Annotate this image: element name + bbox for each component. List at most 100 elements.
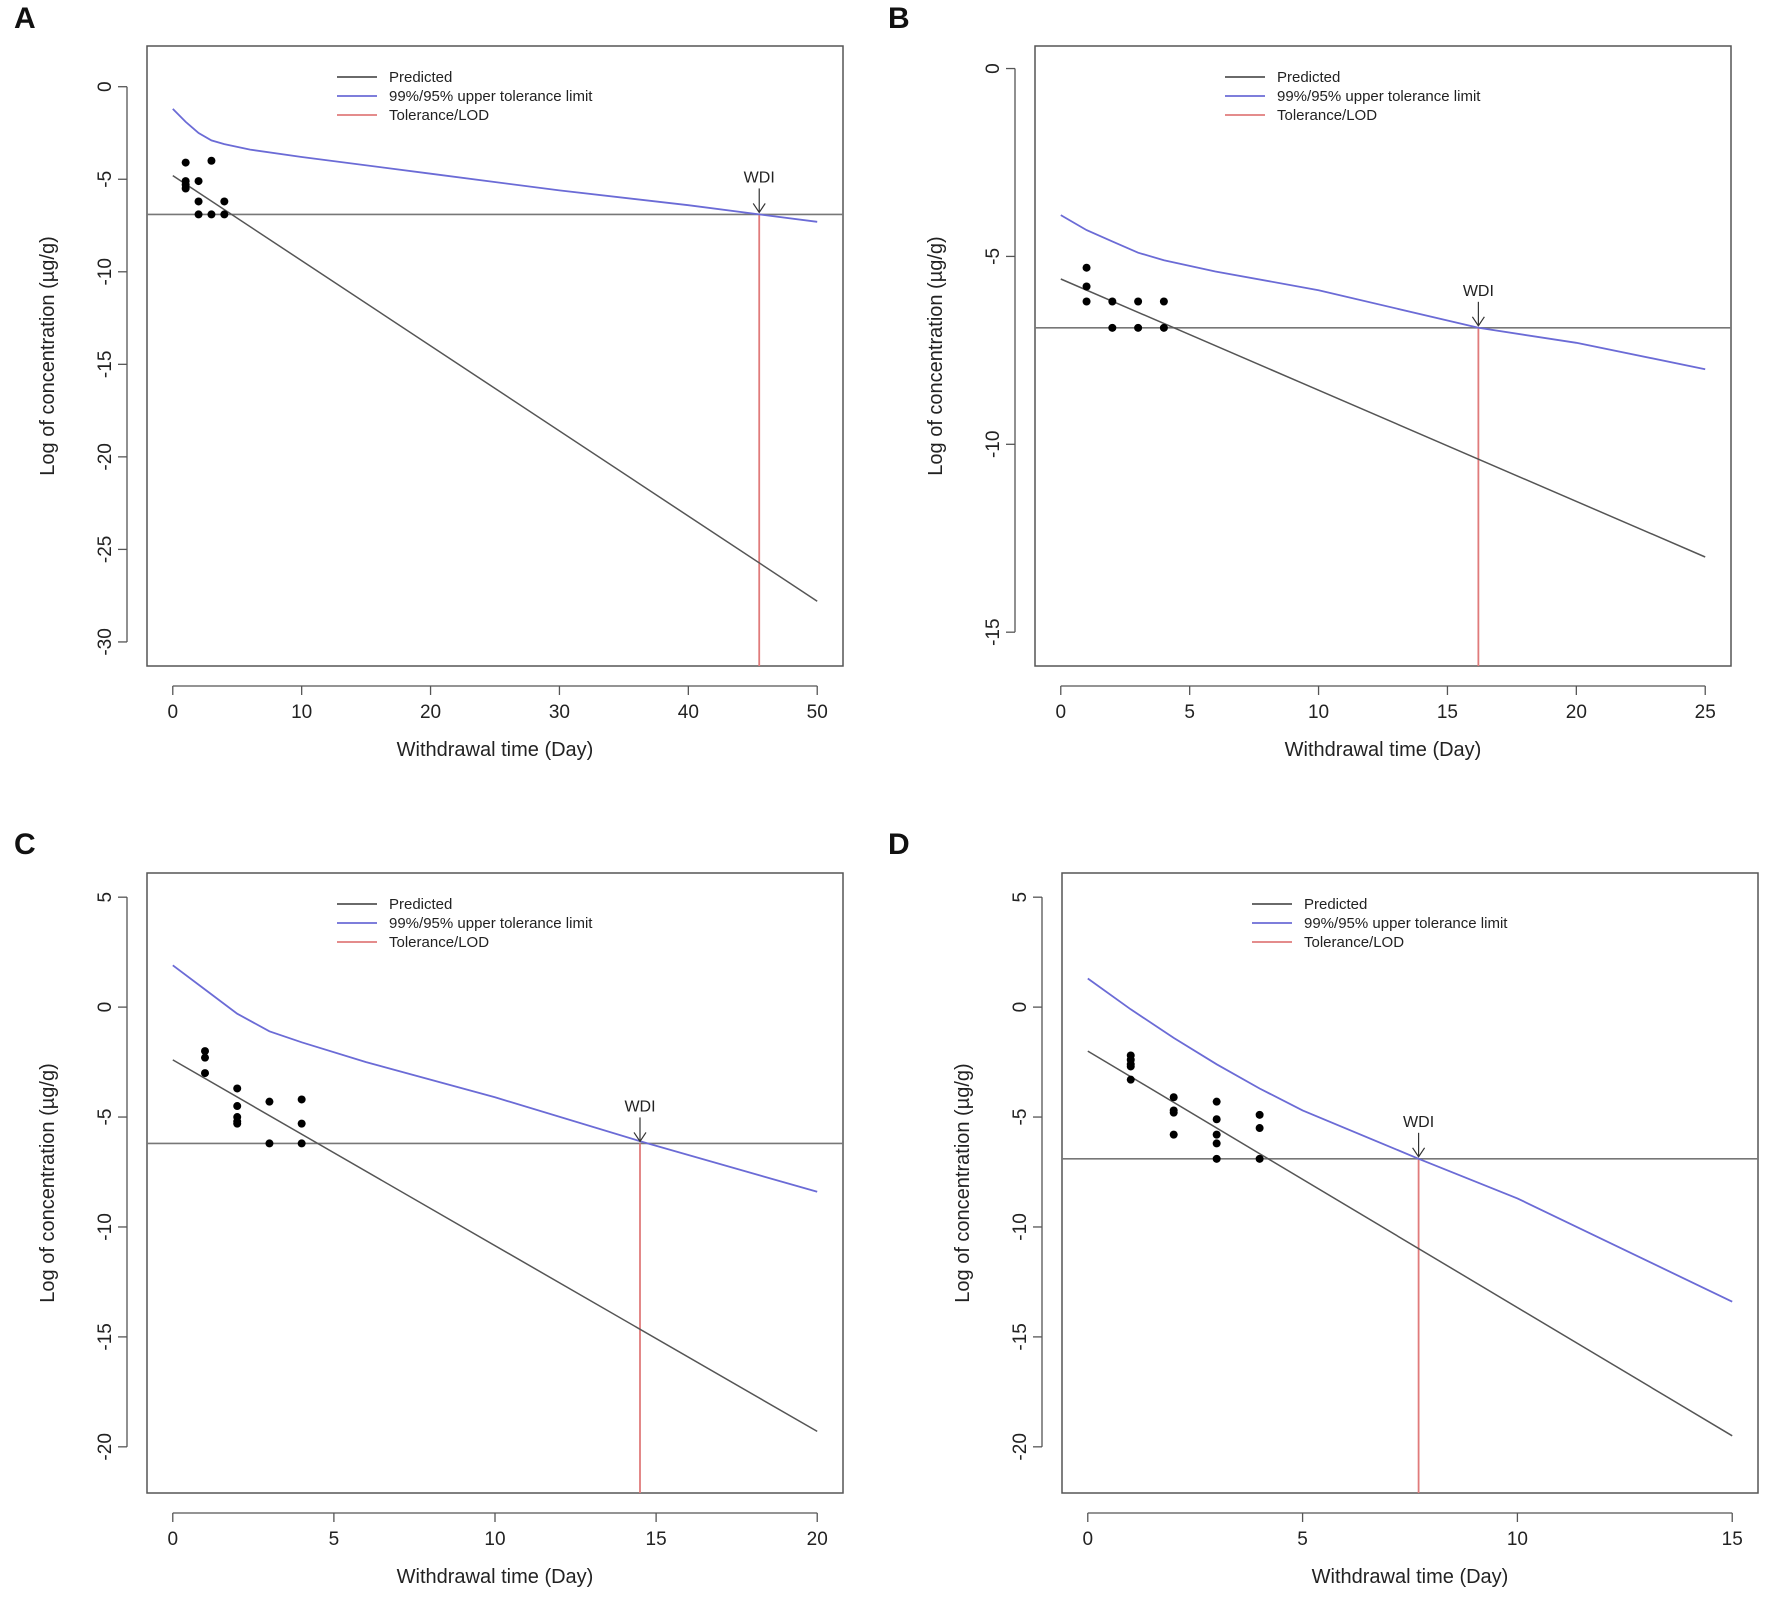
panel-label-c: C bbox=[14, 828, 36, 861]
data-point bbox=[297, 1095, 306, 1104]
y-tick-label: -10 bbox=[1010, 1213, 1031, 1240]
panel-b: 0 -5 -10 -15 0 5 10 15 20 25 Withdrawal time (Day)… bbox=[925, 45, 1732, 761]
data-point bbox=[1082, 263, 1091, 272]
data-point bbox=[1212, 1130, 1221, 1139]
x-tick-label: 50 bbox=[807, 702, 828, 723]
data-point bbox=[181, 158, 190, 167]
legend-label: Tolerance/LOD bbox=[1277, 107, 1377, 124]
x-axis-title: Withdrawal time (Day) bbox=[397, 1566, 594, 1588]
legend-label: 99%/95% upper tolerance limit bbox=[389, 915, 593, 932]
plot-area bbox=[1062, 977, 1758, 1493]
panel-c: 5 0 -5 -10 -15 -20 0 5 10 15 20 Withdrawal time (Da… bbox=[37, 872, 844, 1588]
x-tick-label: 0 bbox=[167, 702, 178, 723]
y-tick-label: -15 bbox=[983, 618, 1004, 645]
y-axis: 0 -5 -10 -15 bbox=[983, 63, 1016, 646]
y-tick-label: 0 bbox=[983, 63, 1004, 74]
data-point bbox=[1134, 297, 1143, 306]
data-point bbox=[1255, 1124, 1264, 1133]
x-tick-label: 0 bbox=[1082, 1529, 1093, 1550]
data-point bbox=[220, 197, 229, 206]
plot-frame bbox=[146, 45, 844, 667]
y-tick-label: -10 bbox=[95, 1213, 116, 1240]
y-axis-title: Log of concentration (µg/g) bbox=[925, 236, 947, 475]
x-tick-label: 10 bbox=[484, 1529, 505, 1550]
legend: Predicted 99%/95% upper tolerance limit To… bbox=[1252, 896, 1508, 951]
data-point bbox=[201, 1053, 209, 1062]
data-point bbox=[1169, 1130, 1178, 1139]
y-axis: 5 0 -5 -10 -15 -20 bbox=[1010, 892, 1043, 1461]
panel-label-a: A bbox=[14, 2, 36, 35]
panel-d: 5 0 -5 -10 -15 -20 0 5 10 15 Withdrawal time (Day)… bbox=[952, 872, 1759, 1588]
legend-label: 99%/95% upper tolerance limit bbox=[1304, 915, 1508, 932]
wdi-arrow-head bbox=[1471, 316, 1485, 327]
panel-label-b: B bbox=[888, 2, 910, 35]
predicted-line bbox=[1060, 278, 1706, 558]
predicted-line bbox=[172, 1059, 818, 1433]
x-tick-label: 0 bbox=[167, 1529, 178, 1550]
data-point bbox=[1126, 1075, 1135, 1084]
upper-tolerance-line bbox=[172, 108, 818, 223]
wdi-arrow-head bbox=[752, 203, 766, 214]
y-tick-label: 5 bbox=[95, 892, 116, 903]
y-tick-label: -5 bbox=[95, 1109, 116, 1126]
y-tick-label: -5 bbox=[95, 171, 116, 188]
x-axis-title: Withdrawal time (Day) bbox=[1312, 1566, 1509, 1588]
x-axis-title: Withdrawal time (Day) bbox=[1285, 739, 1482, 761]
upper-tolerance-line bbox=[1060, 214, 1706, 371]
data-point bbox=[1082, 282, 1091, 291]
data-point bbox=[201, 1047, 209, 1056]
wdi-label: WDI bbox=[744, 169, 775, 186]
y-tick-label: -20 bbox=[1010, 1433, 1031, 1460]
data-point bbox=[194, 177, 203, 186]
data-point bbox=[220, 210, 229, 219]
x-axis-title: Withdrawal time (Day) bbox=[397, 739, 594, 761]
wdi-arrow-head bbox=[1412, 1147, 1426, 1158]
y-axis-title: Log of concentration (µg/g) bbox=[37, 1063, 59, 1302]
plot-frame bbox=[146, 872, 844, 1494]
x-axis: 0 10 20 30 40 50 bbox=[167, 685, 828, 723]
data-point bbox=[1212, 1154, 1221, 1163]
x-tick-label: 20 bbox=[807, 1529, 828, 1550]
data-point bbox=[194, 210, 203, 219]
y-tick-label: -30 bbox=[95, 628, 116, 655]
data-point bbox=[265, 1139, 274, 1148]
predicted-line bbox=[172, 174, 818, 602]
wdi-annotation: WDI bbox=[1403, 1114, 1434, 1158]
data-point bbox=[1212, 1097, 1221, 1106]
upper-tolerance-line bbox=[172, 964, 818, 1193]
data-point bbox=[233, 1084, 242, 1093]
panel-a: 0 -5 -10 -15 -20 -25 -30 0 10 20 30 40 50 Withdrawal … bbox=[37, 45, 844, 761]
panel-label-d: D bbox=[888, 828, 910, 861]
y-tick-label: -15 bbox=[1010, 1323, 1031, 1350]
data-point bbox=[1169, 1108, 1178, 1117]
data-point bbox=[1134, 323, 1143, 332]
predicted-line bbox=[1087, 1050, 1733, 1437]
x-tick-label: 10 bbox=[1308, 702, 1329, 723]
x-tick-label: 5 bbox=[1184, 702, 1195, 723]
legend-label: Tolerance/LOD bbox=[389, 934, 489, 951]
wdi-annotation: WDI bbox=[1463, 283, 1494, 327]
data-point bbox=[1255, 1154, 1264, 1163]
x-tick-label: 10 bbox=[1507, 1529, 1528, 1550]
x-axis: 0 5 10 15 20 bbox=[167, 1512, 828, 1550]
x-tick-label: 15 bbox=[646, 1529, 667, 1550]
data-point bbox=[1159, 297, 1168, 306]
y-tick-label: -5 bbox=[1010, 1109, 1031, 1126]
legend-label: Tolerance/LOD bbox=[1304, 934, 1404, 951]
data-point bbox=[207, 156, 216, 165]
wdi-annotation: WDI bbox=[744, 169, 775, 214]
legend: Predicted 99%/95% upper tolerance limit To… bbox=[337, 69, 593, 124]
legend-label: Predicted bbox=[389, 896, 452, 913]
legend-label: Predicted bbox=[389, 69, 452, 86]
legend-label: Predicted bbox=[1304, 896, 1367, 913]
legend-label: 99%/95% upper tolerance limit bbox=[389, 88, 593, 105]
data-point bbox=[1159, 323, 1168, 332]
legend: Predicted 99%/95% upper tolerance limit To… bbox=[1225, 69, 1481, 124]
plot-frame bbox=[1061, 872, 1759, 1494]
plot-area bbox=[147, 964, 843, 1493]
x-tick-label: 20 bbox=[420, 702, 441, 723]
data-point bbox=[1108, 297, 1117, 306]
x-tick-label: 30 bbox=[549, 702, 570, 723]
y-axis-title: Log of concentration (µg/g) bbox=[37, 236, 59, 475]
